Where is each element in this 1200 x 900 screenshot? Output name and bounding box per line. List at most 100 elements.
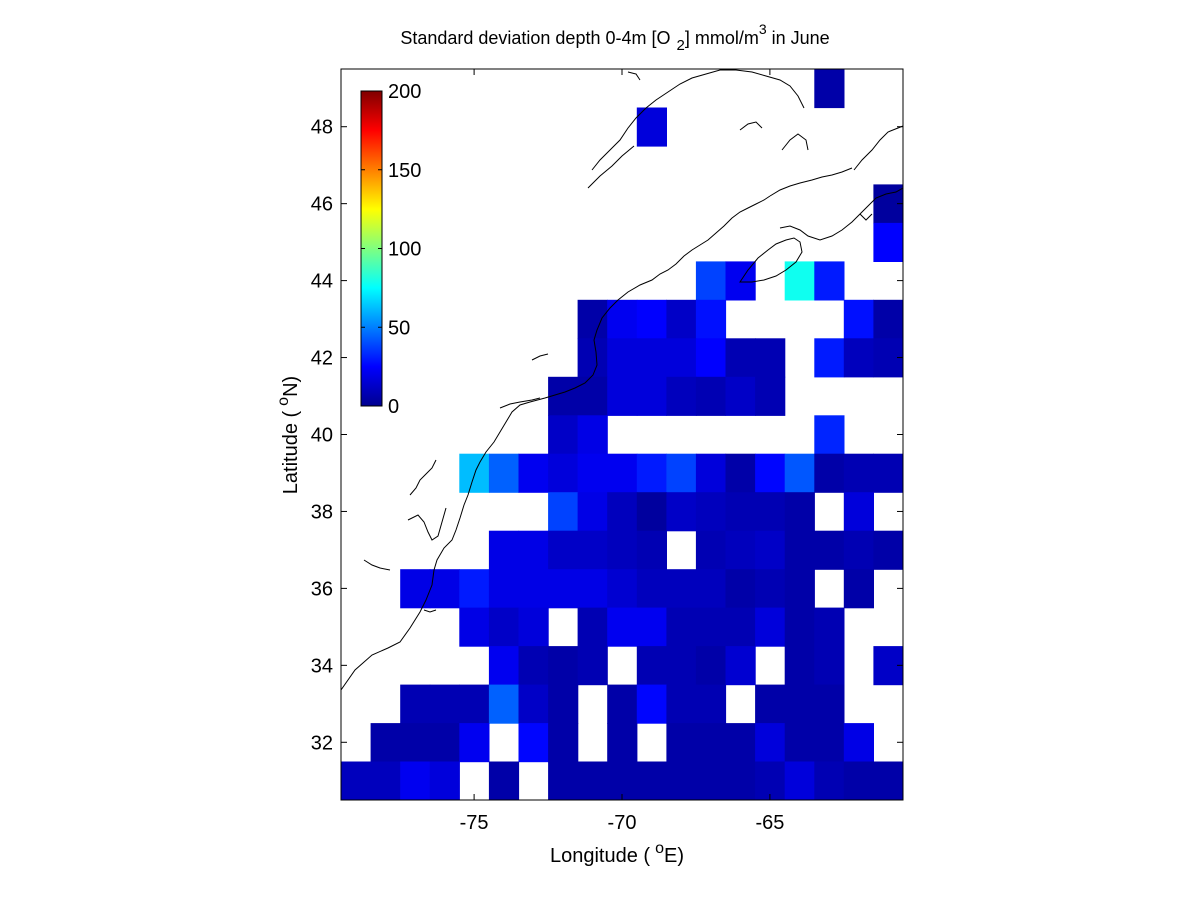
- heatmap-cell: [636, 453, 667, 493]
- heatmap-cell: [784, 569, 815, 609]
- heatmap-cell: [341, 761, 372, 800]
- heatmap-cell: [607, 530, 638, 570]
- heatmap-cell: [755, 530, 786, 570]
- heatmap-cell: [607, 376, 638, 416]
- heatmap-cell: [843, 530, 874, 570]
- heatmap-cell: [577, 299, 608, 339]
- heatmap-cell: [429, 569, 460, 609]
- heatmap-cell: [695, 261, 727, 301]
- heatmap-cells: [341, 69, 903, 800]
- heatmap-cell: [725, 607, 756, 647]
- y-axis: 32 34 36 38 40 42 44 46 48: [311, 117, 903, 754]
- heatmap-cell: [636, 684, 667, 724]
- heatmap-cell: [873, 299, 903, 339]
- heatmap-cell: [725, 492, 756, 532]
- heatmap-cell: [548, 646, 579, 686]
- heatmap-cell: [695, 761, 727, 800]
- heatmap-cell: [725, 453, 756, 493]
- heatmap-cell: [784, 684, 815, 724]
- heatmap-cell: [636, 299, 667, 339]
- heatmap-cell: [548, 569, 579, 609]
- colorbar-tick-label: 150: [388, 160, 421, 182]
- heatmap-cell: [695, 530, 727, 570]
- heatmap-cell: [695, 299, 727, 339]
- heatmap-cell: [607, 761, 638, 800]
- heatmap-cell: [400, 723, 431, 763]
- heatmap-cell: [784, 261, 815, 301]
- heatmap-cell: [843, 569, 874, 609]
- heatmap-cell: [459, 607, 490, 647]
- heatmap-cell: [607, 723, 638, 763]
- heatmap-cell: [488, 646, 520, 686]
- heatmap-cell: [814, 261, 845, 301]
- heatmap-cell: [784, 646, 815, 686]
- y-tick-label: 46: [311, 194, 333, 216]
- heatmap-cell: [873, 761, 903, 800]
- heatmap-cell: [548, 492, 579, 532]
- heatmap-cell: [429, 723, 460, 763]
- heatmap-cell: [814, 761, 845, 800]
- heatmap-cell: [666, 607, 697, 647]
- heatmap-cell: [370, 723, 401, 763]
- heatmap-cell: [695, 338, 727, 378]
- heatmap-cell: [814, 607, 845, 647]
- heatmap-cell: [755, 453, 786, 493]
- plot-area: -75 -70 -65 32 34 36 38 40 42 44 46 48: [311, 68, 904, 834]
- heatmap-cell: [814, 415, 845, 455]
- heatmap-cell: [518, 530, 549, 570]
- heatmap-cell: [725, 646, 756, 686]
- heatmap-cell: [577, 646, 608, 686]
- y-tick-label: 32: [311, 732, 333, 754]
- heatmap-cell: [636, 338, 667, 378]
- heatmap-cell: [548, 684, 579, 724]
- heatmap-cell: [636, 107, 667, 147]
- heatmap-cell: [636, 492, 667, 532]
- y-tick-label: 36: [311, 578, 333, 600]
- heatmap-cell: [666, 646, 697, 686]
- heatmap-cell: [666, 299, 697, 339]
- heatmap-cell: [488, 684, 520, 724]
- heatmap-cell: [459, 569, 490, 609]
- heatmap-cell: [636, 646, 667, 686]
- colorbar: 0 50 100 150 200: [360, 81, 421, 418]
- heatmap-cell: [518, 453, 549, 493]
- heatmap-cell: [814, 453, 845, 493]
- heatmap-cell: [784, 453, 815, 493]
- heatmap-cell: [518, 723, 549, 763]
- heatmap-cell: [755, 492, 786, 532]
- heatmap-cell: [666, 684, 697, 724]
- heatmap-cell: [873, 530, 903, 570]
- heatmap-cell: [814, 723, 845, 763]
- heatmap-cell: [843, 299, 874, 339]
- y-tick-label: 48: [311, 117, 333, 139]
- heatmap-cell: [725, 569, 756, 609]
- heatmap-cell: [666, 569, 697, 609]
- heatmap-cell: [695, 453, 727, 493]
- heatmap-cell: [429, 761, 460, 800]
- heatmap-cell: [784, 761, 815, 800]
- y-axis-label: Latitude (oN): [275, 376, 302, 494]
- heatmap-cell: [488, 453, 520, 493]
- heatmap-cell: [666, 723, 697, 763]
- heatmap-cell: [577, 453, 608, 493]
- heatmap-cell: [695, 646, 727, 686]
- y-tick-label: 40: [311, 425, 333, 447]
- heatmap-cell: [843, 723, 874, 763]
- heatmap-cell: [548, 453, 579, 493]
- heatmap-cell: [725, 723, 756, 763]
- colorbar-tick-label: 50: [388, 317, 410, 339]
- heatmap-cell: [636, 607, 667, 647]
- heatmap-cell: [814, 338, 845, 378]
- heatmap-cell: [873, 222, 903, 262]
- colorbar-tick-label: 0: [388, 396, 399, 418]
- heatmap-cell: [755, 684, 786, 724]
- heatmap-cell: [873, 453, 903, 493]
- heatmap-cell: [488, 569, 520, 609]
- heatmap-cell: [607, 492, 638, 532]
- heatmap-cell: [755, 723, 786, 763]
- heatmap-cell: [577, 530, 608, 570]
- heatmap-cell: [607, 338, 638, 378]
- heatmap-cell: [548, 415, 579, 455]
- heatmap-cell: [784, 607, 815, 647]
- heatmap-cell: [518, 607, 549, 647]
